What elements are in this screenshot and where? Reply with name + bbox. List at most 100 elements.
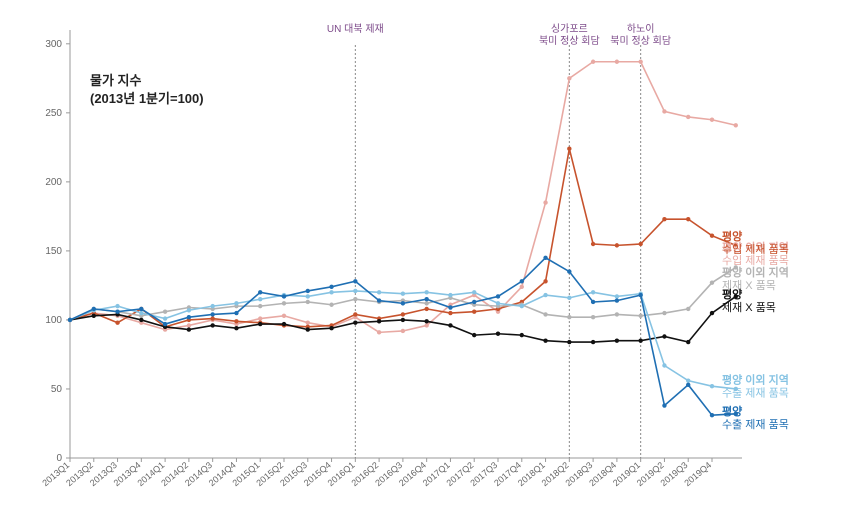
series-marker <box>710 311 714 315</box>
series-marker <box>401 318 405 322</box>
series-marker <box>353 279 357 283</box>
series-label: 평양 이외 지역 <box>722 265 789 279</box>
series-marker <box>329 290 333 294</box>
series-marker <box>282 322 286 326</box>
series-marker <box>686 340 690 344</box>
series-marker <box>92 314 96 318</box>
series-label: 수출 제재 품목 <box>722 386 789 399</box>
series-marker <box>662 217 666 221</box>
series-marker <box>377 330 381 334</box>
series-marker <box>520 333 524 337</box>
series-marker <box>234 311 238 315</box>
series-marker <box>520 285 524 289</box>
series-marker <box>306 289 310 293</box>
series-marker <box>472 309 476 313</box>
series-marker <box>638 293 642 297</box>
series-marker <box>234 319 238 323</box>
series-marker <box>234 326 238 330</box>
series-marker <box>329 303 333 307</box>
event-label: 북미 정상 회담 <box>539 35 600 47</box>
series-marker <box>472 290 476 294</box>
series-marker <box>662 363 666 367</box>
series-marker <box>591 300 595 304</box>
series-label: 수출 제재 품목 <box>722 418 789 431</box>
series-marker <box>710 280 714 284</box>
series-marker <box>710 234 714 238</box>
series-label: 평양 <box>722 229 742 243</box>
series-marker <box>615 60 619 64</box>
series-marker <box>258 322 262 326</box>
series-label: 제재 X 품목 <box>722 301 776 314</box>
series-marker <box>448 293 452 297</box>
series-marker <box>472 333 476 337</box>
series-marker <box>163 322 167 326</box>
series-marker <box>282 301 286 305</box>
series-marker <box>638 242 642 246</box>
series-marker <box>353 320 357 324</box>
series-marker <box>377 290 381 294</box>
series-marker <box>662 334 666 338</box>
series-marker <box>662 109 666 113</box>
series-marker <box>686 307 690 311</box>
chart-title: 물가 지수 <box>90 73 141 88</box>
series-marker <box>401 312 405 316</box>
series-marker <box>686 217 690 221</box>
series-marker <box>424 319 428 323</box>
series-marker <box>591 340 595 344</box>
series-marker <box>258 297 262 301</box>
series-marker <box>187 315 191 319</box>
series-marker <box>567 315 571 319</box>
series-marker <box>472 300 476 304</box>
series-marker <box>234 301 238 305</box>
series-marker <box>448 311 452 315</box>
series-marker <box>710 118 714 122</box>
event-label: 싱가포르 <box>551 23 588 35</box>
series-marker <box>520 304 524 308</box>
series-label: 평양 <box>722 287 742 301</box>
series-marker <box>543 200 547 204</box>
series-marker <box>68 318 72 322</box>
y-tick-label: 200 <box>45 177 62 188</box>
y-tick-label: 150 <box>45 246 62 257</box>
series-label: 평양 <box>722 404 742 418</box>
series-marker <box>353 289 357 293</box>
series-marker <box>662 311 666 315</box>
series-marker <box>710 384 714 388</box>
series-marker <box>115 309 119 313</box>
series-marker <box>424 290 428 294</box>
event-label: UN 대북 제재 <box>327 23 384 35</box>
series-marker <box>615 312 619 316</box>
series-marker <box>210 316 214 320</box>
series-marker <box>591 290 595 294</box>
price-index-chart: 0501001502002503002013Q12013Q22013Q32013… <box>0 0 852 518</box>
series-marker <box>615 298 619 302</box>
series-marker <box>686 378 690 382</box>
y-tick-label: 100 <box>45 315 62 326</box>
series-marker <box>258 304 262 308</box>
series-marker <box>638 60 642 64</box>
series-marker <box>543 338 547 342</box>
series-marker <box>734 123 738 127</box>
y-tick-label: 300 <box>45 39 62 50</box>
series-marker <box>543 293 547 297</box>
series-marker <box>615 294 619 298</box>
series-marker <box>710 413 714 417</box>
series-marker <box>591 242 595 246</box>
series-marker <box>424 297 428 301</box>
series-marker <box>543 279 547 283</box>
series-marker <box>210 312 214 316</box>
series-marker <box>306 320 310 324</box>
series-marker <box>567 76 571 80</box>
series-marker <box>377 298 381 302</box>
series-marker <box>520 279 524 283</box>
series-marker <box>353 312 357 316</box>
series-marker <box>329 326 333 330</box>
series-marker <box>424 301 428 305</box>
chart-title: (2013년 1분기=100) <box>90 91 204 106</box>
series-marker <box>329 285 333 289</box>
series-marker <box>567 269 571 273</box>
series-marker <box>401 301 405 305</box>
series-marker <box>401 292 405 296</box>
series-marker <box>377 319 381 323</box>
series-marker <box>448 323 452 327</box>
